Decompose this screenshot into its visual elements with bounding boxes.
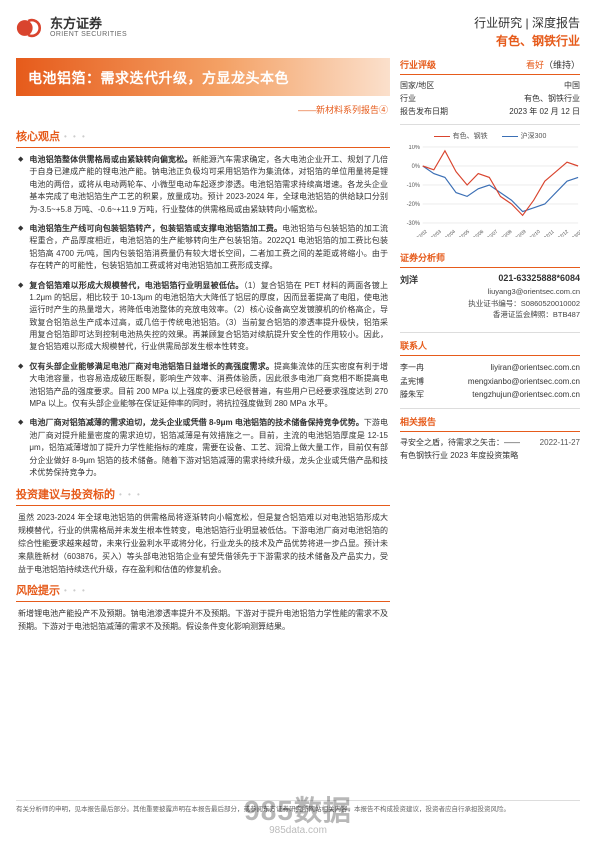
section-core-head: 核心观点 [16,128,60,144]
report-subtitle: ——新材料系列报告④ [16,100,390,122]
hdr-cat-1: 行业研究 [474,16,522,30]
analyst-block: 刘洋 021-63325888*6084 liuyang3@orientsec.c… [400,273,580,320]
core-bullet: 电池铝箔整体供需格局或由紧缺转向偏宽松。新能源汽车需求确定，各大电池企业开工、规… [18,154,388,216]
svg-text:-10%: -10% [407,183,420,189]
core-bullet: 仅有头部企业能够满足电池厂商对电池铝箔日益增长的高强度需求。提高集流体的压实密度… [18,361,388,411]
svg-text:0%: 0% [412,164,420,170]
svg-text:22/08: 22/08 [500,229,513,237]
analyst-name: 刘洋 [400,273,418,286]
contact-row: 李一冉liyiran@orientsec.com.cn [400,361,580,375]
hdr-industry: 有色、钢铁行业 [474,32,580,50]
svg-text:-20%: -20% [407,202,420,208]
title-bar: 电池铝箔：需求迭代升级，方显龙头本色 [16,58,390,96]
related-title: 相关报告 [400,415,436,428]
svg-text:22/07: 22/07 [486,229,499,237]
analysts-title: 证券分析师 [400,251,445,264]
svg-text:23/01: 23/01 [571,229,580,237]
svg-text:22/05: 22/05 [458,229,471,237]
section-advice-head: 投资建议与投资标的 [16,486,115,502]
advice-text: 虽然 2023-2024 年全球电池铝箔的供需格局将逐渐转向小幅宽松，但是复合铝… [16,512,390,576]
svg-text:22/03: 22/03 [430,229,443,237]
svg-text:-30%: -30% [407,221,420,227]
core-bullet: 电池铝箔生产线可向包装铝箔转产，包装铝箔或支撑电池铝箔加工费。电池铝箔与包装铝箔… [18,223,388,273]
svg-text:10%: 10% [409,145,420,151]
related-item: 寻安全之盾，待需求之矢击：——2022-11-27 [400,437,580,450]
analyst-phone: 021-63325888*6084 [498,273,580,286]
analyst-qual: BTB487 [553,310,580,319]
svg-text:22/06: 22/06 [472,229,485,237]
svg-text:22/02: 22/02 [416,229,429,237]
svg-text:22/09: 22/09 [515,229,528,237]
performance-chart: 10%0%-10%-20%-30%22/0222/0322/0422/0522/… [400,145,580,237]
svg-text:22/11: 22/11 [543,229,556,237]
rating-section-label: 行业评级 [400,58,436,71]
info-row: 行业有色、钢铁行业 [400,93,580,106]
legend-item-1: 沪深300 [521,131,547,141]
risk-text: 新增锂电池产能投产不及预期。钠电池渗透率提升不及预期。下游对于提升电池铝箔力学性… [16,608,390,634]
svg-text:22/10: 22/10 [529,229,542,237]
core-bullet: 电池厂商对铝箔减薄的需求迫切，龙头企业或凭借 8-9μm 电池铝箔的技术储备保持… [18,417,388,479]
contact-row: 孟宪博mengxianbo@orientsec.com.cn [400,375,580,389]
svg-text:22/04: 22/04 [444,229,457,237]
info-row: 报告发布日期2023 年 02 月 12 日 [400,106,580,119]
contacts-title: 联系人 [400,339,427,352]
hdr-cat-2: 深度报告 [532,16,580,30]
report-title: 电池铝箔：需求迭代升级，方显龙头本色 [28,68,378,88]
legend-item-0: 有色、钢铁 [453,131,488,141]
brand-name-en: ORIENT SECURITIES [50,31,127,39]
brand-name-cn: 东方证券 [50,17,127,32]
section-risk-head: 风险提示 [16,582,60,598]
info-row: 国家/地区中国 [400,80,580,93]
contact-row: 滕朱军tengzhujun@orientsec.com.cn [400,388,580,402]
svg-text:22/12: 22/12 [557,229,570,237]
header-right: 行业研究 | 深度报告 有色、钢铁行业 [474,14,580,50]
brand-logo: 东方证券 ORIENT SECURITIES [16,14,127,42]
related-item: 有色钢铁行业 2023 年度投资策略 [400,450,580,463]
orient-logo-icon [16,14,44,42]
analyst-cert: S0860520010002 [521,299,580,308]
analyst-email: liuyang3@orientsec.com.cn [400,286,580,297]
rating-value: 看好（维持） [526,58,580,71]
chart-legend: 有色、钢铁 沪深300 [400,131,580,141]
core-bullet: 复合铝箔难以形成大规模替代，电池铝箔行业明显被低估。（1）复合铝箔在 PET 材… [18,280,388,354]
core-bullet-list: 电池铝箔整体供需格局或由紧缺转向偏宽松。新能源汽车需求确定，各大电池企业开工、规… [16,154,390,479]
disclaimer-footer: 有关分析师的申明，见本报告最后部分。其他重要披露声明在本报告最后部分，或参阅东方… [16,800,580,814]
